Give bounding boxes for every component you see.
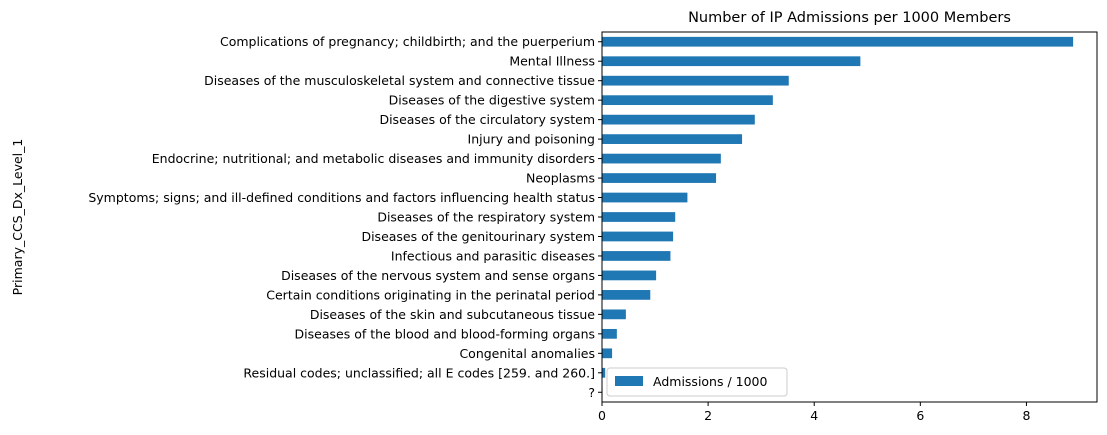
x-tick-label: 6: [916, 408, 924, 423]
bar: [602, 114, 755, 125]
category-label: ?: [588, 385, 595, 400]
category-label: Diseases of the genitourinary system: [361, 229, 595, 244]
category-label: Diseases of the respiratory system: [377, 210, 595, 225]
category-label: Diseases of the nervous system and sense…: [281, 268, 595, 283]
bar: [602, 290, 651, 300]
plot-area: Complications of pregnancy; childbirth; …: [88, 31, 1098, 423]
bar: [602, 56, 861, 67]
category-label: Injury and poisoning: [468, 132, 595, 147]
category-label: Neoplasms: [526, 171, 595, 186]
category-label: Diseases of the blood and blood-forming …: [295, 326, 595, 341]
x-tick-label: 0: [598, 408, 606, 423]
legend-swatch: [615, 376, 643, 386]
category-label: Residual codes; unclassified; all E code…: [243, 365, 595, 380]
bar: [602, 328, 617, 339]
legend-label: Admissions / 1000: [653, 374, 768, 389]
bar: [602, 309, 626, 320]
category-label: Symptoms; signs; and ill-defined conditi…: [88, 190, 595, 205]
chart-title: Number of IP Admissions per 1000 Members: [688, 10, 1011, 26]
category-label: Diseases of the musculoskeletal system a…: [204, 73, 595, 88]
category-label: Congenital anomalies: [459, 346, 595, 361]
bar: [602, 153, 721, 164]
category-label: Diseases of the skin and subcutaneous ti…: [310, 307, 595, 322]
bar: [602, 231, 674, 242]
category-label: Mental Illness: [509, 54, 595, 69]
bar: [602, 367, 606, 378]
bar: [602, 251, 671, 261]
legend: Admissions / 1000: [606, 367, 788, 397]
bar: [602, 95, 773, 106]
bar: [602, 134, 743, 144]
category-label: Certain conditions originating in the pe…: [266, 287, 595, 302]
x-tick-label: 4: [810, 408, 818, 423]
plot-frame: [601, 31, 1098, 403]
bar: [602, 173, 717, 183]
category-label: Endocrine; nutritional; and metabolic di…: [152, 151, 595, 166]
x-tick-label: 2: [704, 408, 712, 423]
y-axis-label: Primary_CCS_Dx_Level_1: [10, 139, 25, 296]
bar: [602, 36, 1074, 47]
x-tick-label: 8: [1022, 408, 1030, 423]
bar: [602, 270, 657, 281]
category-label: Infectious and parasitic diseases: [391, 248, 595, 263]
category-label: Diseases of the digestive system: [389, 93, 595, 108]
category-label: Diseases of the circulatory system: [379, 112, 595, 127]
bar: [602, 348, 613, 359]
bar: [602, 192, 688, 203]
legend-box: [606, 367, 788, 397]
bar: [602, 75, 789, 86]
category-label: Complications of pregnancy; childbirth; …: [220, 34, 595, 49]
bar: [602, 212, 676, 222]
